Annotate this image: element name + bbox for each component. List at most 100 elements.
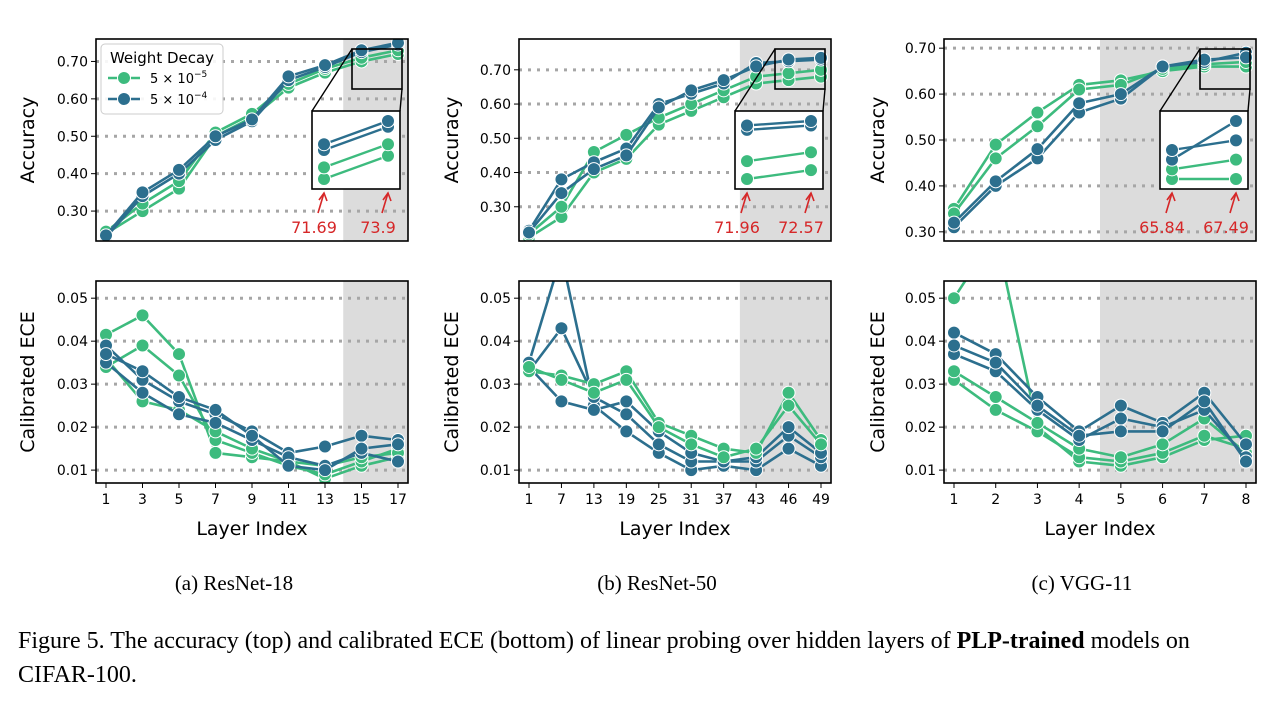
annotation-arrow [804, 192, 812, 214]
data-point [208, 415, 223, 430]
data-point [1113, 87, 1128, 102]
y-tick-label: 0.40 [905, 179, 936, 195]
x-tick-label: 19 [617, 492, 635, 508]
y-axis-label: Accuracy [867, 97, 889, 184]
data-point [1113, 424, 1128, 439]
data-point [281, 69, 296, 84]
inset-series-line [746, 124, 812, 132]
caption-bold: PLP-trained [956, 628, 1085, 654]
data-point [619, 407, 634, 422]
x-tick-label: 13 [316, 492, 334, 508]
data-point [135, 364, 150, 379]
data-point [989, 227, 1002, 240]
x-tick-label: 17 [389, 492, 407, 508]
inset-series-line [746, 151, 812, 163]
data-point [172, 347, 186, 362]
data-point [245, 112, 259, 127]
x-tick-label: 6 [1158, 492, 1167, 508]
data-point [354, 428, 369, 443]
annotation-arrow [1229, 192, 1237, 214]
inset-data-point [1165, 143, 1179, 157]
y-axis-label: Calibrated ECE [867, 311, 889, 453]
y-tick-label: 0.30 [57, 204, 88, 220]
x-tick-label: 31 [682, 492, 700, 508]
inset-series-line [1171, 158, 1237, 171]
y-axis-label: Accuracy [441, 97, 463, 184]
y-tick-label: 0.01 [905, 463, 936, 479]
data-point [947, 325, 961, 340]
data-point [1072, 428, 1087, 443]
data-point [1155, 424, 1170, 439]
data-point [947, 291, 961, 306]
caption-tail: models on CIFAR-100. [18, 628, 1190, 688]
data-point [651, 437, 666, 452]
data-point [781, 385, 796, 400]
x-axis-label: Layer Index [1044, 518, 1155, 540]
y-tick-label: 0.30 [480, 200, 511, 216]
data-point [554, 172, 569, 187]
inset-data-point [740, 118, 754, 133]
y-tick-label: 0.40 [480, 166, 511, 182]
data-point [781, 398, 796, 413]
x-tick-label: 2 [991, 492, 1000, 508]
y-tick-label: 0.04 [905, 334, 936, 350]
data-point [1239, 437, 1253, 452]
axes-frame [518, 280, 832, 484]
series-line [528, 75, 822, 239]
data-point [619, 394, 634, 409]
data-point [208, 402, 223, 417]
series-layer [99, 39, 405, 241]
series-line [528, 366, 822, 463]
data-point [1113, 398, 1128, 413]
zoom-box [774, 48, 826, 90]
legend-marker [117, 92, 131, 106]
data-point [135, 185, 150, 200]
data-point [354, 43, 369, 58]
data-point [619, 148, 634, 163]
y-tick-label: 0.01 [57, 463, 88, 479]
data-point [1030, 398, 1045, 413]
annotation-label: 71.69 [291, 218, 337, 237]
data-point [135, 385, 150, 400]
series-line [953, 352, 1247, 459]
data-point [586, 402, 601, 417]
x-tick-label: 5 [1116, 492, 1125, 508]
data-point [749, 59, 764, 74]
y-tick-label: 0.03 [905, 377, 936, 393]
inset-series-line [1171, 139, 1237, 152]
data-point [1155, 437, 1170, 452]
series-line [952, 281, 1247, 468]
data-point [781, 52, 796, 67]
inset-data-point [317, 160, 331, 175]
y-tick-label: 0.60 [480, 97, 511, 113]
y-axis-label: Calibrated ECE [441, 311, 463, 453]
series-line [528, 68, 822, 236]
y-tick-label: 0.50 [57, 129, 88, 145]
zoom-connector [734, 48, 776, 112]
y-tick-label: 0.03 [480, 377, 511, 393]
axes-frame [943, 38, 1257, 242]
annotation-arrow [381, 192, 389, 214]
y-tick-label: 0.04 [57, 334, 88, 350]
y-tick-label: 0.05 [905, 291, 936, 307]
series-layer [947, 45, 1253, 235]
data-point [716, 450, 731, 465]
series-line [528, 365, 822, 459]
data-point [1197, 394, 1212, 409]
annotation-arrow [740, 192, 748, 214]
x-tick-label: 46 [780, 492, 798, 508]
x-tick-label: 15 [353, 492, 371, 508]
annotation-label: 73.9 [360, 218, 396, 237]
data-point [208, 445, 223, 460]
data-point [554, 199, 569, 214]
data-point [1072, 96, 1087, 111]
x-tick-label: 7 [211, 492, 220, 508]
series-layer [522, 281, 828, 478]
series-line [953, 344, 1248, 463]
x-tick-label: 43 [747, 492, 765, 508]
x-tick-label: 5 [175, 492, 184, 508]
x-axis-label: Layer Index [619, 518, 730, 540]
data-point [947, 364, 961, 379]
data-point [1030, 105, 1045, 120]
panel-3-accuracy: 0.30 0.40 0.50 0.60 0.70 Accuracy 65.84 67.49 [867, 38, 1257, 242]
